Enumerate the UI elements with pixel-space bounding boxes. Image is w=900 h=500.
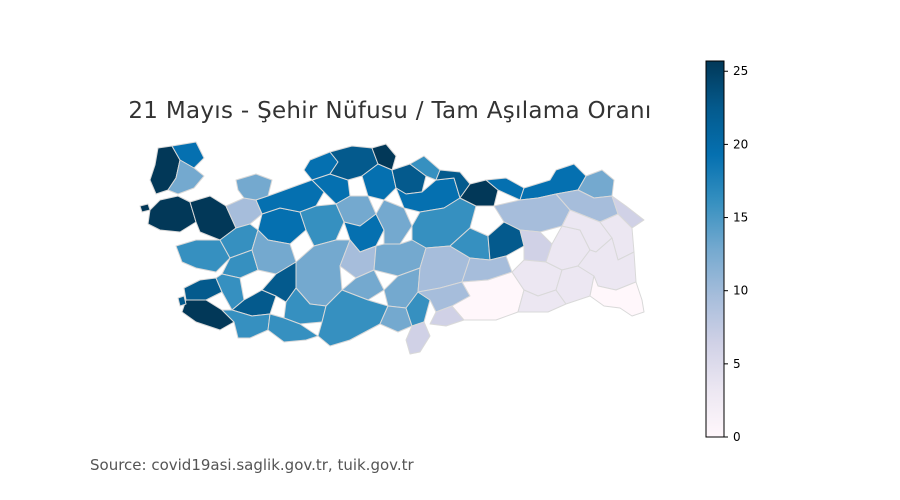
province-region	[221, 249, 259, 279]
province-region	[177, 295, 187, 307]
colorbar: 0 5 10 15 20 25	[705, 60, 748, 444]
province-region	[611, 195, 645, 229]
colorbar-gradient	[705, 60, 725, 438]
province-region	[375, 199, 413, 245]
province-region	[299, 203, 345, 247]
province-region	[405, 321, 431, 355]
province-region	[429, 305, 465, 327]
colorbar-tick-label: 5	[733, 357, 741, 371]
province-region	[451, 271, 525, 321]
province-region	[267, 313, 319, 343]
province-region	[171, 141, 205, 169]
colorbar-tick-label: 20	[733, 137, 748, 151]
province-region	[139, 203, 151, 213]
province-region	[167, 159, 205, 195]
province-region	[147, 195, 197, 233]
colorbar-tick-label: 15	[733, 211, 748, 225]
colorbar-tick-label: 0	[733, 430, 741, 444]
colorbar-ticks: 0 5 10 15 20 25	[724, 64, 748, 444]
province-region	[181, 299, 235, 331]
colorbar-tick-label: 25	[733, 64, 748, 78]
province-region	[589, 275, 645, 317]
turkey-map	[139, 141, 645, 355]
colorbar-tick-label: 10	[733, 284, 748, 298]
source-note: Source: covid19asi.saglik.gov.tr, tuik.g…	[90, 456, 414, 474]
province-region	[175, 239, 231, 273]
province-region	[183, 277, 223, 301]
map-title: 21 Mayıs - Şehir Nüfusu / Tam Aşılama Or…	[128, 98, 652, 124]
province-region	[251, 229, 297, 275]
